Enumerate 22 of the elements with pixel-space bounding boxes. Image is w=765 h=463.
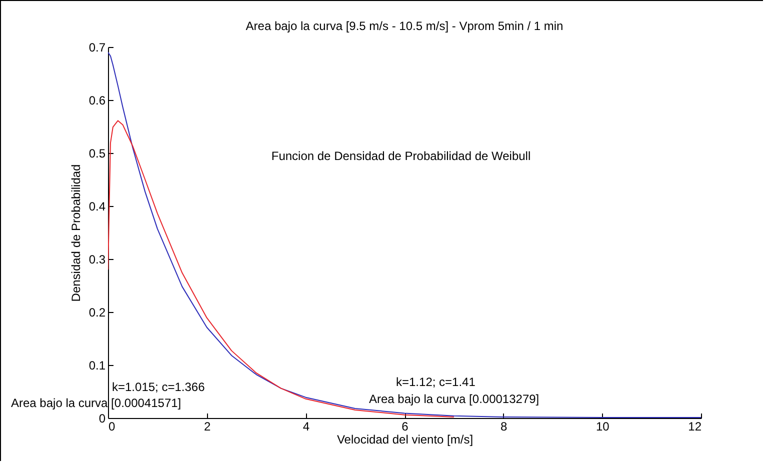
y-tick-label: 0.3 [88,252,106,266]
annotation: Area bajo la curva [0.00041571] [11,396,182,410]
x-tick-label: 6 [402,420,409,434]
x-tick-label: 0 [108,420,116,434]
y-tick-label: 0.2 [88,306,106,320]
x-tick-label: 8 [500,420,508,434]
y-tick-label: 0.1 [88,358,106,372]
x-tick-label: 10 [596,420,610,434]
y-axis-title: Densidad de Probabilidad [68,164,83,302]
x-tick-label: 12 [688,420,702,434]
y-tick-label: 0.5 [88,146,106,160]
annotation: Funcion de Densidad de Probabilidad de Weibull [271,149,531,163]
y-tick-label: 0.7 [88,40,106,54]
y-tick-label: 0.4 [88,200,106,214]
chart-title: Area bajo la curva [9.5 m/s - 10.5 m/s] - Vprom 5min / 1 min [246,19,564,33]
annotation: k=1.015; c=1.366 [112,380,206,394]
annotation: Area bajo la curva [0.00013279] [369,392,540,406]
annotation: k=1.12; c=1.41 [396,375,476,389]
x-axis-title: Velocidad del viento [m/s] [336,432,474,446]
y-tick-label: 0.6 [88,94,106,108]
x-tick-label: 4 [302,420,310,434]
x-tick-label: 2 [204,420,211,434]
